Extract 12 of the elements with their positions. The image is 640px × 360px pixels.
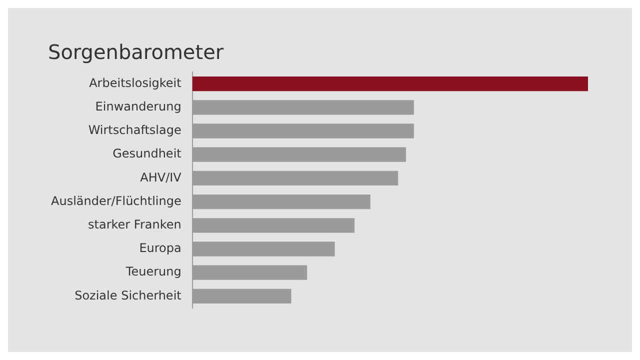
y-tick-label: Wirtschaftslage xyxy=(88,123,182,138)
y-tick-label: Teuerung xyxy=(124,264,182,279)
y-tick-label: Gesundheit xyxy=(112,146,182,161)
y-tick-label: Arbeitslosigkeit xyxy=(89,76,182,90)
y-tick-label: Europa xyxy=(139,241,182,256)
y-tick-label: Einwanderung xyxy=(95,100,182,114)
y-tick-label: Soziale Sicherheit xyxy=(74,288,182,302)
y-tick-label: Ausländer/Flüchtlinge xyxy=(51,194,182,208)
y-tick-label: AHV/IV xyxy=(140,170,182,184)
y-tick-label: starker Franken xyxy=(88,218,182,232)
chart-title: Sorgenbarometer xyxy=(48,40,224,64)
bar xyxy=(192,76,588,92)
